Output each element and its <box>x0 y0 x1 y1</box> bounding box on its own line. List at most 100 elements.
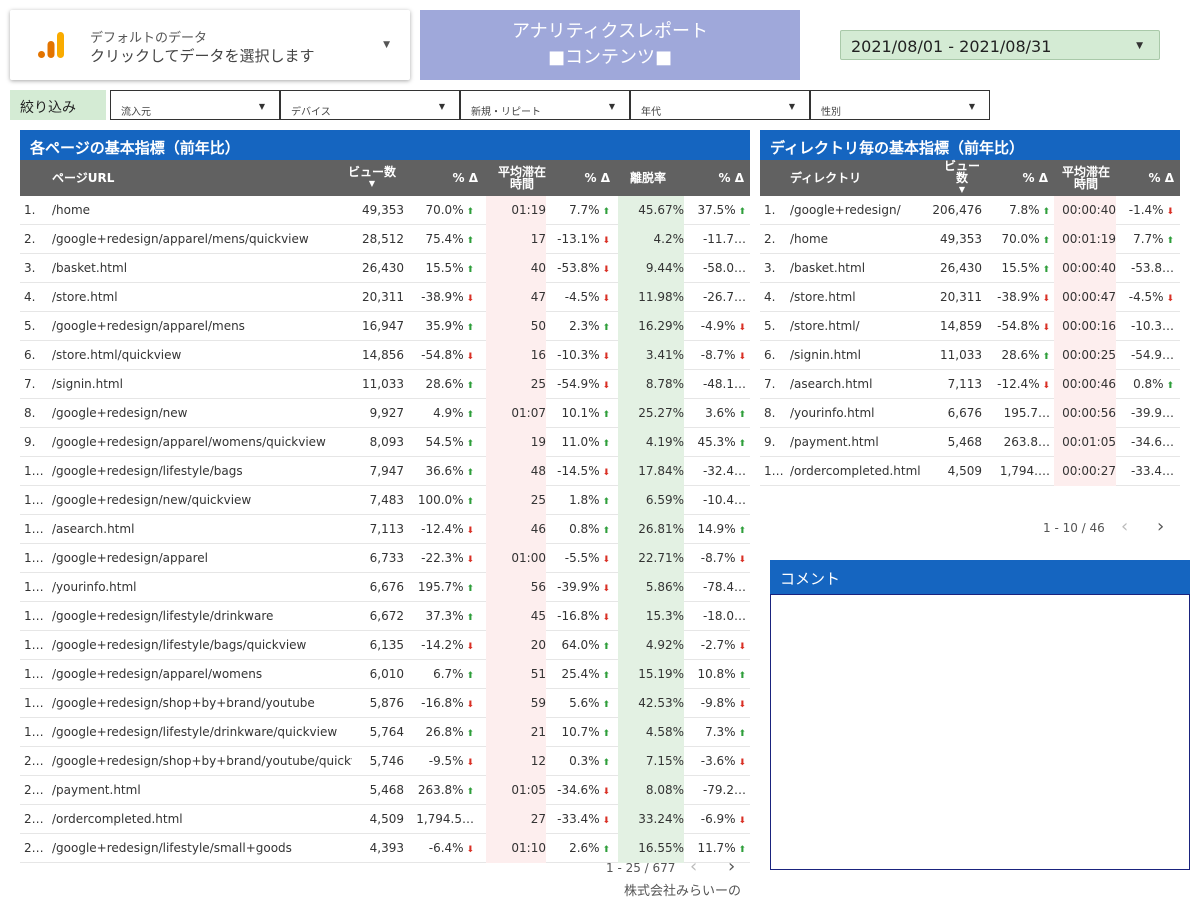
table-row[interactable]: 5. /store.html/14,859 -54.8% ⬇ 00:00:16 -10.… <box>760 312 1180 341</box>
comment-box[interactable] <box>770 594 1190 870</box>
row-index-text: 1… <box>764 464 784 478</box>
table-row[interactable]: 4. /store.html 20,311 -38.9% ⬇ 47 -4.5% ⬇ 11.9… <box>20 283 750 312</box>
bounce-delta-text: -58.0… <box>702 261 746 275</box>
page-url: /google+redesign/lifestyle/drinkware <box>52 602 352 631</box>
directory: /yourinfo.html <box>790 399 940 428</box>
filter-device[interactable]: デバイス ▼ <box>280 90 460 120</box>
directory-text: /ordercompleted.html <box>790 464 921 478</box>
views: 49,353 <box>340 196 404 225</box>
bounce-delta: -10.4… <box>686 486 746 515</box>
trend-up-icon: ⬆ <box>463 497 474 507</box>
col-header-directory[interactable]: ディレクトリ <box>790 171 862 185</box>
bounce-delta-text: -18.0… <box>702 609 746 623</box>
col-header-dir-avg-time[interactable]: 平均滞在時間 <box>1061 165 1110 191</box>
table-row[interactable]: 1… /google+redesign/apparel/womens 6,010 6.… <box>20 660 750 689</box>
directory: /store.html <box>790 283 940 312</box>
table-row[interactable]: 1… /yourinfo.html 6,676 195.7% ⬆ 56 -39.9% ⬇ 5… <box>20 573 750 602</box>
col-header-dir-views-delta[interactable]: % Δ <box>1022 171 1049 185</box>
avg-time: 01:07 <box>486 399 546 428</box>
date-range-picker[interactable]: 2021/08/01 - 2021/08/31 ▼ <box>840 30 1160 60</box>
table-row[interactable]: 2… /payment.html 5,468 263.8% ⬆ 01:05 -34.6% … <box>20 776 750 805</box>
time-delta: -54.9… <box>1118 341 1174 370</box>
table-row[interactable]: 2… /google+redesign/lifestyle/small+goods… <box>20 834 750 863</box>
table-row[interactable]: 1./home 49,353 70.0% ⬆ 01:19 7.7% ⬆ 45.67% 37.… <box>20 196 750 225</box>
prev-page-icon[interactable]: ‹ <box>1121 516 1129 537</box>
col-header-time-delta[interactable]: % Δ <box>584 171 611 185</box>
avg-time-text: 00:01:19 <box>1062 232 1116 246</box>
table-row[interactable]: 1… /asearch.html 7,113 -12.4% ⬇ 46 0.8% ⬆ 26.8… <box>20 515 750 544</box>
table-row[interactable]: 3. /basket.html 26,430 15.5% ⬆ 00:00:40 -53.8… <box>760 254 1180 283</box>
row-index-text: 2… <box>24 754 44 768</box>
avg-time: 48 <box>486 457 546 486</box>
table-row[interactable]: 7. /signin.html 11,033 28.6% ⬆ 25 -54.9% ⬇ 8.7… <box>20 370 750 399</box>
views: 26,430 <box>930 254 982 283</box>
col-header-views[interactable]: ビュー数 ▼ <box>340 160 404 196</box>
table-row[interactable]: 2… /google+redesign/shop+by+brand/youtube… <box>20 747 750 776</box>
table-row[interactable]: 1. /google+redesign/206,476 7.8% ⬆ 00:00:40… <box>760 196 1180 225</box>
row-index: 1… <box>24 515 48 544</box>
table-row[interactable]: 1… /ordercompleted.html 4,509 1,794.… 00:00:… <box>760 457 1180 486</box>
views-delta: -12.4% ⬇ <box>412 515 474 544</box>
filter-new-returning[interactable]: 新規・リピート ▼ <box>460 90 630 120</box>
col-header-bounce[interactable]: 離脱率 <box>629 171 666 185</box>
table-row[interactable]: 1… /google+redesign/apparel 6,733 -22.3% ⬇ 0… <box>20 544 750 573</box>
views-delta: 54.5% ⬆ <box>412 428 474 457</box>
col-header-bounce-delta[interactable]: % Δ <box>718 171 745 185</box>
col-header-avg-time[interactable]: 平均滞在時間 <box>498 165 547 191</box>
prev-page-icon[interactable]: ‹ <box>690 856 698 877</box>
col-header-dir-views[interactable]: ビュー数 ▼ <box>940 160 984 196</box>
filter-gender[interactable]: 性別 ▼ <box>810 90 990 120</box>
table-row[interactable]: 9. /google+redesign/apparel/womens/quickv… <box>20 428 750 457</box>
bounce-rate-text: 11.98% <box>638 290 684 304</box>
table-row[interactable]: 6./store.html/quickview 14,856 -54.8% ⬇ 16-… <box>20 341 750 370</box>
trend-down-icon: ⬇ <box>599 294 610 304</box>
table-row[interactable]: 8. /yourinfo.html 6,676 195.7… 00:00:56 -39.9… <box>760 399 1180 428</box>
table-row[interactable]: 4./store.html 20,311 -38.9% ⬇ 00:00:47 -4.5%… <box>760 283 1180 312</box>
col-header-views-delta[interactable]: % Δ <box>452 171 479 185</box>
views: 6,672 <box>340 602 404 631</box>
table-row[interactable]: 1… /google+redesign/lifestyle/bags/quickv… <box>20 631 750 660</box>
avg-time-text: 50 <box>530 319 546 333</box>
sort-desc-icon: ▼ <box>368 179 376 188</box>
views-text: 9,927 <box>369 406 404 420</box>
col-header-dir-time-delta[interactable]: % Δ <box>1148 171 1175 185</box>
views-delta: -6.4% ⬇ <box>412 834 474 863</box>
next-page-icon[interactable]: › <box>728 856 736 877</box>
table-row[interactable]: 7./asearch.html 7,113 -12.4% ⬇ 00:00:46 0.8%… <box>760 370 1180 399</box>
directory-metrics-rows: 1. /google+redesign/206,476 7.8% ⬆ 00:00:40… <box>760 196 1180 486</box>
table-row[interactable]: 2. /google+redesign/apparel/mens/quickvie… <box>20 225 750 254</box>
table-row[interactable]: 2./home 49,353 70.0% ⬆ 00:01:19 7.7% ⬆ <box>760 225 1180 254</box>
filter-source[interactable]: 流入元 ▼ <box>110 90 280 120</box>
filter-age[interactable]: 年代 ▼ <box>630 90 810 120</box>
table-row[interactable]: 5. /google+redesign/apparel/mens 16,947 35.… <box>20 312 750 341</box>
time-delta-text: 5.6% <box>569 696 600 710</box>
avg-time-text: 00:00:40 <box>1062 203 1116 217</box>
views-delta: 7.8% ⬆ <box>988 196 1050 225</box>
datasource-picker[interactable]: デフォルトのデータ クリックしてデータを選択します ▼ <box>10 10 410 80</box>
table-row[interactable]: 9. /payment.html 5,468 263.8… 00:01:05 -34.6… <box>760 428 1180 457</box>
table-row[interactable]: 2… /ordercompleted.html 4,509 1,794.5… 27 -33… <box>20 805 750 834</box>
table-row[interactable]: 1… /google+redesign/lifestyle/drinkware 6,… <box>20 602 750 631</box>
avg-time: 00:00:56 <box>1054 399 1116 428</box>
col-header-page-url[interactable]: ページURL <box>52 171 115 185</box>
table-row[interactable]: 6. /signin.html 11,033 28.6% ⬆ 00:00:25 -54.9… <box>760 341 1180 370</box>
views-delta-text: 28.6% <box>1001 348 1040 362</box>
avg-time-text: 00:00:25 <box>1062 348 1116 362</box>
bounce-rate-text: 22.71% <box>638 551 684 565</box>
row-index-text: 1… <box>24 464 44 478</box>
trend-up-icon: ⬆ <box>599 323 610 333</box>
time-delta-text: -34.6% <box>557 783 600 797</box>
table-row[interactable]: 1… /google+redesign/shop+by+brand/youtube… <box>20 689 750 718</box>
views-delta-text: -38.9% <box>421 290 464 304</box>
table-row[interactable]: 3. /basket.html 26,430 15.5% ⬆ 40 -53.8% ⬇ 9.4… <box>20 254 750 283</box>
table-row[interactable]: 1… /google+redesign/lifestyle/bags 7,947 36… <box>20 457 750 486</box>
views-delta-text: 70.0% <box>425 203 464 217</box>
avg-time-text: 27 <box>530 812 546 826</box>
row-index-text: 7. <box>24 377 36 391</box>
views-text: 5,746 <box>369 754 404 768</box>
next-page-icon[interactable]: › <box>1157 516 1165 537</box>
table-row[interactable]: 1… /google+redesign/lifestyle/drinkware/q… <box>20 718 750 747</box>
table-row[interactable]: 1… /google+redesign/new/quickview 7,483 100… <box>20 486 750 515</box>
table-row[interactable]: 8. /google+redesign/new 9,927 4.9% ⬆ 01:07 10… <box>20 399 750 428</box>
views-text: 8,093 <box>369 435 404 449</box>
